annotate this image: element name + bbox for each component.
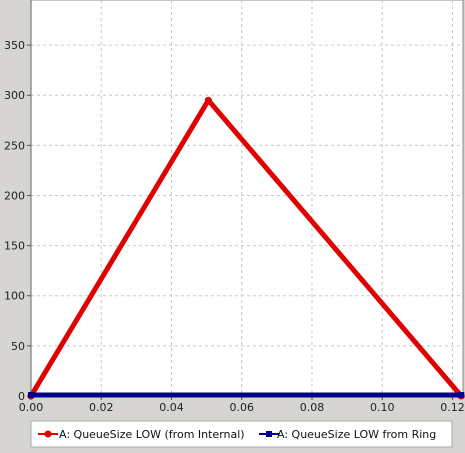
- series-point-1: [28, 391, 34, 398]
- y-tick-label: 50: [11, 340, 25, 353]
- series-point-1: [458, 391, 465, 398]
- x-tick-label: 0.10: [370, 401, 395, 414]
- series-point-0: [204, 96, 212, 104]
- plot-area: [30, 0, 464, 397]
- y-tick-label: 350: [4, 39, 25, 52]
- legend-item-ring: A: QueueSize LOW from Ring: [259, 428, 436, 441]
- y-tick-label: 150: [4, 240, 25, 253]
- x-tick-label: 0.00: [19, 401, 44, 414]
- y-tick-label: 0: [18, 390, 25, 403]
- legend-label-ring: A: QueueSize LOW from Ring: [277, 428, 436, 441]
- y-tick-label: 100: [4, 290, 25, 303]
- legend-swatch-internal-marker: [44, 430, 52, 438]
- y-tick-label: 300: [4, 89, 25, 102]
- legend-swatch-ring-marker: [266, 431, 272, 437]
- y-axis-ticks: 0 50 100 150 200 250 300 350: [4, 39, 31, 403]
- x-tick-label: 0.02: [89, 401, 114, 414]
- x-tick-label: 0.06: [229, 401, 254, 414]
- legend-label-internal: A: QueueSize LOW (from Internal): [59, 428, 245, 441]
- legend-item-internal: A: QueueSize LOW (from Internal): [38, 428, 245, 441]
- x-axis-ticks: 0.00 0.02 0.04 0.06 0.08 0.10 0.12: [19, 396, 465, 414]
- x-tick-label: 0.12: [440, 401, 465, 414]
- y-tick-label: 250: [4, 139, 25, 152]
- y-tick-label: 200: [4, 189, 25, 202]
- series-layer: [27, 96, 465, 400]
- x-tick-label: 0.08: [300, 401, 325, 414]
- legend: [30, 420, 453, 448]
- x-tick-label: 0.04: [159, 401, 184, 414]
